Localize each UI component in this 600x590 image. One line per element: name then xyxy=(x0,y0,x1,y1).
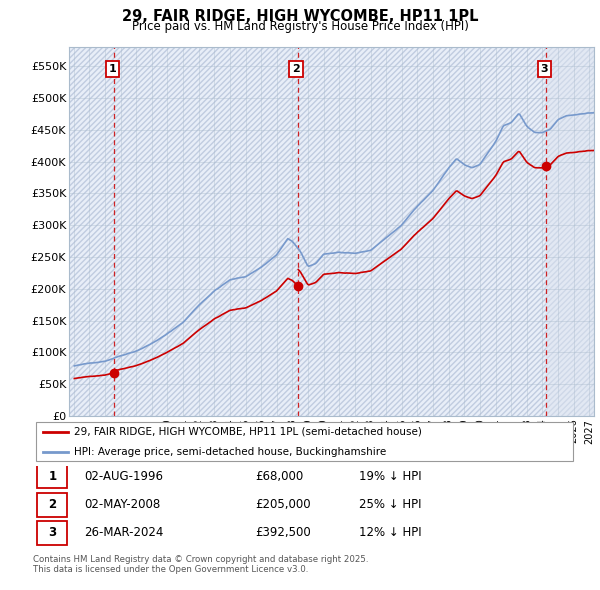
Text: Price paid vs. HM Land Registry's House Price Index (HPI): Price paid vs. HM Land Registry's House … xyxy=(131,20,469,33)
Text: 12% ↓ HPI: 12% ↓ HPI xyxy=(359,526,421,539)
Text: 2: 2 xyxy=(48,498,56,511)
FancyBboxPatch shape xyxy=(37,521,67,545)
Text: 3: 3 xyxy=(48,526,56,539)
Text: 3: 3 xyxy=(541,64,548,74)
Text: HPI: Average price, semi-detached house, Buckinghamshire: HPI: Average price, semi-detached house,… xyxy=(74,447,386,457)
Text: £68,000: £68,000 xyxy=(256,470,304,483)
Text: 1: 1 xyxy=(109,64,116,74)
Text: 02-AUG-1996: 02-AUG-1996 xyxy=(85,470,164,483)
Text: 1: 1 xyxy=(48,470,56,483)
Text: 25% ↓ HPI: 25% ↓ HPI xyxy=(359,498,421,511)
Text: 29, FAIR RIDGE, HIGH WYCOMBE, HP11 1PL (semi-detached house): 29, FAIR RIDGE, HIGH WYCOMBE, HP11 1PL (… xyxy=(74,427,422,437)
Bar xyxy=(546,47,594,416)
Text: 26-MAR-2024: 26-MAR-2024 xyxy=(85,526,164,539)
FancyBboxPatch shape xyxy=(37,464,67,489)
Text: 2: 2 xyxy=(292,64,300,74)
FancyBboxPatch shape xyxy=(36,422,573,461)
Text: £392,500: £392,500 xyxy=(256,526,311,539)
Text: £205,000: £205,000 xyxy=(256,498,311,511)
Text: Contains HM Land Registry data © Crown copyright and database right 2025.
This d: Contains HM Land Registry data © Crown c… xyxy=(33,555,368,574)
FancyBboxPatch shape xyxy=(37,493,67,517)
Text: 29, FAIR RIDGE, HIGH WYCOMBE, HP11 1PL: 29, FAIR RIDGE, HIGH WYCOMBE, HP11 1PL xyxy=(122,9,478,24)
Text: 19% ↓ HPI: 19% ↓ HPI xyxy=(359,470,421,483)
Text: 02-MAY-2008: 02-MAY-2008 xyxy=(85,498,161,511)
